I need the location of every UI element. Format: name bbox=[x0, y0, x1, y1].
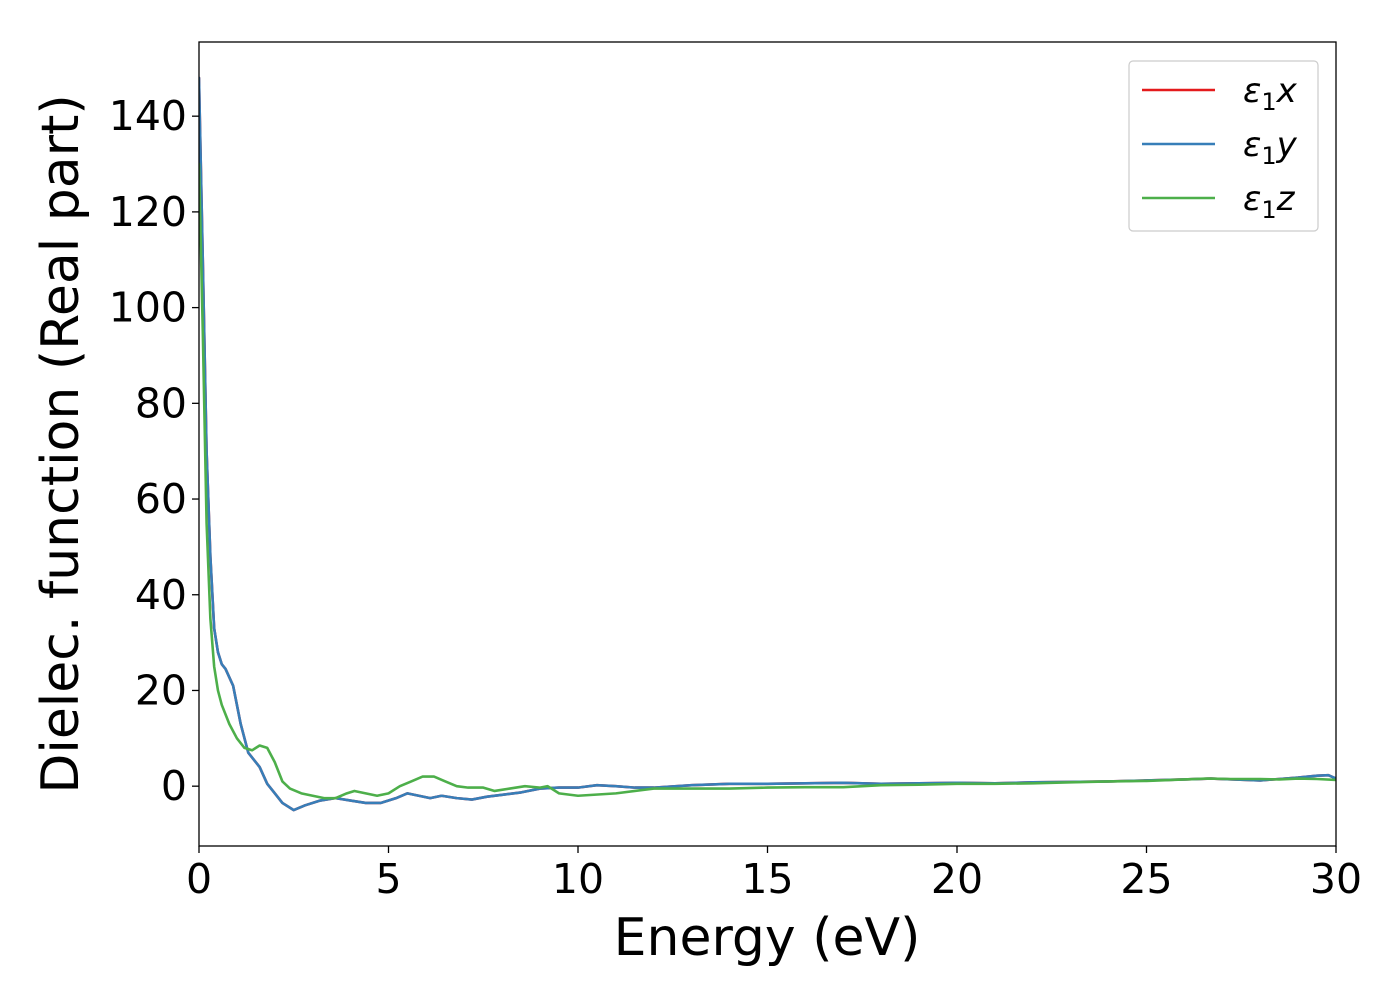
y-tick-label: 20 bbox=[135, 666, 187, 714]
y-tick-label: 100 bbox=[109, 284, 187, 332]
legend-box bbox=[1128, 60, 1319, 232]
y-tick-label: 60 bbox=[135, 475, 187, 523]
legend-label-subscript: 1 bbox=[1261, 142, 1276, 170]
x-tick-label: 5 bbox=[375, 855, 401, 903]
y-axis: 0 20 40 60 80 100 120 140 bbox=[109, 92, 199, 810]
x-tick-label: 0 bbox=[186, 855, 212, 903]
x-axis: 0 5 10 15 20 25 30 bbox=[186, 846, 1362, 903]
y-tick-label: 120 bbox=[109, 188, 187, 236]
y-axis-title: Dielec. function (Real part) bbox=[31, 94, 91, 793]
legend-label-subscript: 1 bbox=[1261, 88, 1276, 116]
series-line-2 bbox=[199, 162, 1336, 800]
y-tick-label: 0 bbox=[161, 762, 187, 810]
x-axis-title: Energy (eV) bbox=[614, 908, 921, 968]
legend-label-subscript: 1 bbox=[1261, 196, 1276, 224]
series-layer bbox=[199, 76, 1336, 812]
y-tick-label: 140 bbox=[109, 92, 187, 140]
legend-label-main: ε bbox=[1243, 179, 1261, 219]
x-tick-label: 20 bbox=[931, 855, 983, 903]
legend-label-main: ε bbox=[1243, 125, 1261, 165]
legend-label-axis: x bbox=[1276, 71, 1298, 111]
legend-label-axis: y bbox=[1276, 125, 1298, 165]
x-tick-label: 30 bbox=[1310, 855, 1362, 903]
x-tick-label: 25 bbox=[1120, 855, 1172, 903]
x-tick-label: 10 bbox=[552, 855, 604, 903]
legend-label-main: ε bbox=[1243, 71, 1261, 111]
legend-label-axis: z bbox=[1276, 179, 1296, 219]
x-tick-label: 15 bbox=[741, 855, 793, 903]
legend-label: ε1y bbox=[1243, 125, 1298, 170]
legend-label: ε1x bbox=[1243, 71, 1298, 116]
y-tick-label: 40 bbox=[135, 571, 187, 619]
legend-label: ε1z bbox=[1243, 179, 1296, 224]
y-tick-label: 80 bbox=[135, 379, 187, 427]
